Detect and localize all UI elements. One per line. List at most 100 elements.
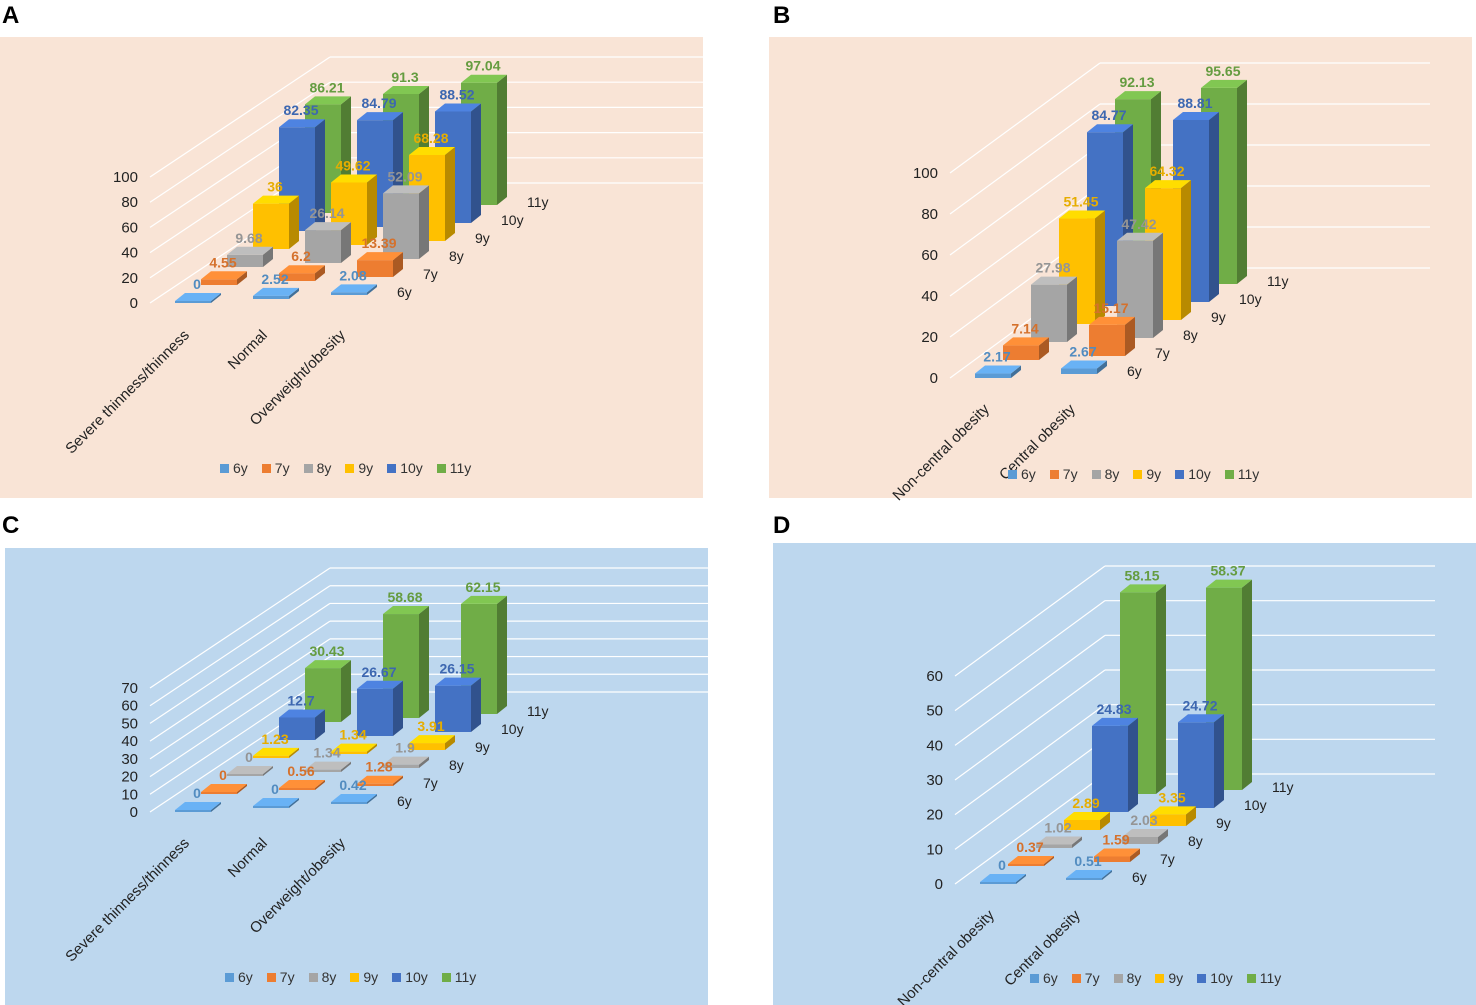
bar-d-10y [1092,725,1128,812]
legend-label: 11y [449,460,472,476]
y-tick-label-b: 80 [921,206,938,223]
data-label-a: 4.55 [209,254,236,270]
bar-side-d-11y [1156,584,1166,794]
legend-swatch [1091,469,1101,479]
data-label-d: 58.15 [1124,567,1159,583]
bar-side-d-7y [1044,856,1054,866]
bar-c-6y [253,806,289,808]
legend-c: 6y 7y 8y 9y 10y 11y [225,969,476,985]
legend-item-8y: 8y [1113,970,1141,986]
data-label-c: 0.56 [287,763,314,779]
bar-a-9y [253,203,289,249]
legend-item-8y: 8y [303,460,331,476]
depth-label-d: 10y [1244,797,1267,813]
data-label-b: 92.13 [1119,74,1154,90]
bar-d-7y [1094,856,1130,862]
bar-top-a-11y [383,85,429,94]
depth-label-d: 9y [1216,815,1231,831]
data-label-a: 68.28 [413,130,448,146]
depth-label-c: 10y [501,721,524,737]
legend-swatch [1155,973,1165,983]
depth-label-d: 7y [1160,851,1175,867]
depth-label-c: 7y [423,775,438,791]
bar-b-6y [975,373,1011,378]
legend-item-8y: 8y [1091,466,1119,482]
data-label-b: 2.17 [983,349,1010,365]
legend-item-11y: 11y [441,969,477,985]
bar-d-9y [1150,814,1186,826]
bar-side-a-7y [393,252,403,277]
bar-a-8y [227,254,263,267]
legend-item-7y: 7y [1049,466,1078,482]
bar-top-c-6y [253,798,299,806]
data-label-d: 1.59 [1102,831,1129,847]
depth-label-a: 9y [475,230,490,246]
bar-b-6y [1061,368,1097,374]
data-label-c: 58.68 [387,589,422,605]
bar-d-8y [1036,844,1072,848]
bar-side-a-10y [315,119,325,231]
bar-top-b-9y [1059,210,1105,219]
legend-label: 11y [454,969,477,985]
data-label-a: 9.68 [235,230,262,246]
bar-c-9y [331,751,367,754]
bar-top-d-9y [1064,811,1110,820]
legend-swatch [1030,973,1039,983]
bar-a-6y [253,295,289,299]
gridline-a [149,81,331,203]
bar-side-c-8y [263,766,273,776]
legend-item-10y: 10y [1175,466,1211,482]
legend-item-11y: 11y [1224,466,1259,482]
bar-top-c-9y [409,735,455,744]
data-label-a: 26.14 [309,205,344,221]
bar-side-c-7y [393,775,403,786]
depth-label-a: 11y [527,194,549,210]
y-tick-label-b: 40 [921,288,938,305]
category-label-a: Normal [225,327,271,373]
legend-label: 7y [279,969,295,985]
data-label-b: 7.14 [1011,320,1038,336]
panel-c-background [5,548,708,1005]
bar-side-d-9y [1186,806,1196,826]
data-label-c: 1.34 [339,727,366,743]
data-label-c: 1.9 [395,740,415,756]
data-label-d: 3.35 [1158,789,1185,805]
bar-top-c-10y [357,680,403,689]
bar-top-a-9y [331,174,377,183]
bar-side-c-10y [471,677,481,732]
depth-label-c: 6y [397,793,412,809]
legend-label: 6y [238,969,253,985]
bar-c-8y [305,769,341,772]
data-label-d: 0.51 [1074,853,1101,869]
legend-swatch [1175,469,1185,479]
bar-side-a-6y [211,293,221,303]
bar-side-c-6y [289,798,299,808]
bar-top-d-6y [1066,870,1112,878]
bar-top-d-8y [1036,836,1082,845]
data-label-a: 52.09 [387,168,422,184]
legend-swatch [1113,973,1123,983]
gridline-d [954,738,1106,850]
data-label-a: 97.04 [465,58,500,74]
legend-item-6y: 6y [1030,970,1058,986]
data-label-a: 0 [193,276,201,292]
bar-side-b-11y [1237,79,1247,284]
legend-label: 10y [400,460,423,476]
y-tick-label-d: 20 [926,807,943,824]
data-label-c: 26.67 [361,664,396,680]
data-label-c: 1.23 [261,731,288,747]
gridline-c [149,602,331,724]
bar-d-7y [1008,864,1044,866]
legend-label: 9y [1168,970,1184,986]
bar-top-a-8y [227,246,273,255]
legend-swatch [1071,973,1081,983]
bar-d-6y [1066,878,1102,880]
bar-side-c-10y [393,680,403,736]
bar-top-a-7y [201,271,247,280]
bar-top-d-9y [1150,806,1196,815]
bar-side-d-10y [1128,717,1138,812]
bar-top-a-6y [253,287,299,296]
bar-side-c-7y [237,784,247,794]
bar-side-c-9y [289,747,299,758]
data-label-b: 27.98 [1035,260,1070,276]
